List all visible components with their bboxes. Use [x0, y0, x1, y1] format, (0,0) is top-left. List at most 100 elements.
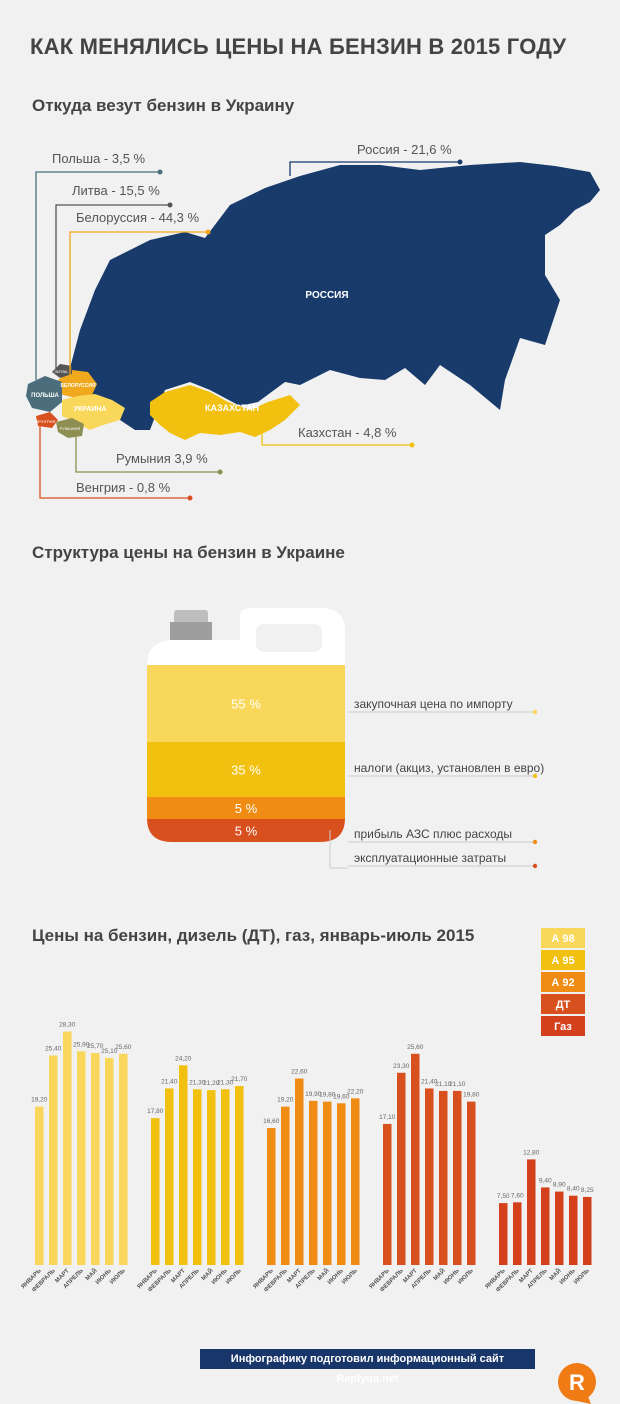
bar-1-0 [151, 1118, 160, 1265]
bar-3-1 [397, 1072, 406, 1265]
bar-3-6 [467, 1101, 476, 1265]
bar-1-5 [221, 1089, 230, 1265]
poland-shape [26, 376, 62, 412]
russia-shape [70, 162, 600, 430]
layer-dot-3 [532, 863, 538, 869]
legend-label-1: А 95 [551, 955, 574, 967]
page-title: КАК МЕНЯЛИСЬ ЦЕНЫ НА БЕНЗИН В 2015 ГОДУ [30, 34, 567, 59]
bar-value-2-1: 19,20 [277, 1097, 294, 1104]
bar-4-6 [583, 1196, 592, 1265]
layer-description-0: закупочная цена по импорту [354, 697, 513, 711]
bar-value-2-4: 19,80 [319, 1092, 336, 1099]
bar-value-3-3: 21,40 [421, 1078, 438, 1085]
bar-4-1 [513, 1202, 522, 1265]
label-kazakhstan: Казхстан - 4,8 % [298, 425, 397, 440]
bar-value-1-0: 17,80 [147, 1108, 164, 1115]
layer-description-2: прибыль АЗС плюс расходы [354, 827, 512, 841]
label-hungary: Венгрия - 0,8 % [76, 480, 171, 495]
belarus-shape [58, 370, 97, 398]
bar-value-1-2: 24,20 [175, 1055, 192, 1062]
ukraine-name: УКРАИНА [74, 406, 107, 413]
bar-0-0 [35, 1106, 44, 1265]
label-belarus: Белоруссия - 44,3 % [76, 210, 199, 225]
bar-value-0-0: 19,20 [31, 1097, 48, 1104]
bar-2-0 [267, 1128, 276, 1265]
belarus-name: БЕЛОРУССИЯ [60, 383, 96, 389]
bar-4-2 [527, 1159, 536, 1265]
layer-dot-2 [532, 839, 538, 845]
chart-heading: Цены на бензин, дизель (ДТ), газ, январь… [32, 926, 475, 945]
layer-dot-0 [532, 709, 538, 715]
label-russia: Россия - 21,6 % [357, 142, 452, 157]
legend-label-3: ДТ [556, 999, 571, 1011]
bar-0-1 [49, 1055, 58, 1265]
bar-value-3-1: 23,30 [393, 1063, 410, 1070]
bar-3-2 [411, 1053, 420, 1265]
bar-value-4-5: 8,40 [567, 1186, 580, 1193]
bar-2-3 [309, 1100, 318, 1265]
bar-0-5 [105, 1057, 114, 1265]
legend-swatch-0 [541, 928, 585, 948]
legend-swatch-3 [541, 994, 585, 1014]
logo-letter: R [569, 1370, 585, 1395]
label-lithuania: Литва - 15,5 % [72, 183, 160, 198]
hungary-name: ВЕНГРИЯ [37, 419, 56, 424]
bar-2-6 [351, 1098, 360, 1265]
bar-value-2-0: 16,60 [263, 1118, 280, 1125]
canister-layer-3 [147, 819, 345, 842]
canister-layer-1 [147, 742, 345, 797]
replyua-logo[interactable]: R [557, 1362, 599, 1404]
price-structure-canister: 55 % закупочная цена по импорту 35 % налоги… [147, 608, 544, 869]
layer-bracket [329, 830, 348, 869]
canister-layer-2 [147, 797, 345, 819]
bar-0-6 [119, 1053, 128, 1265]
canister-cap [174, 610, 208, 624]
bar-4-5 [569, 1195, 578, 1265]
month-label-3-6: ИЮЛЬ [457, 1268, 475, 1286]
bar-value-4-6: 8,25 [581, 1187, 594, 1194]
bar-value-2-2: 22,60 [291, 1069, 308, 1076]
canister-layer-percent-3: 5 % [235, 824, 258, 839]
canister-layer-0 [147, 665, 345, 742]
structure-heading: Структура цены на бензин в Украине [32, 543, 345, 562]
romania-shape [56, 418, 84, 438]
bar-3-3 [425, 1088, 434, 1265]
canister-layer-percent-1: 35 % [231, 763, 261, 778]
bar-2-2 [295, 1078, 304, 1265]
month-label-0-6: ИЮЛЬ [109, 1268, 127, 1286]
bar-0-4 [91, 1052, 100, 1265]
month-label-1-6: ИЮЛЬ [225, 1268, 243, 1286]
bar-value-3-2: 25,60 [407, 1044, 424, 1051]
bar-3-4 [439, 1090, 448, 1265]
bar-value-1-3: 21,30 [189, 1079, 206, 1086]
kazakhstan-name: КАЗАХСТАН [205, 403, 259, 413]
bar-value-0-1: 25,40 [45, 1045, 62, 1052]
month-label-4-6: ИЮЛЬ [573, 1268, 591, 1286]
bar-value-3-5: 21,10 [449, 1081, 466, 1088]
legend-label-0: А 98 [551, 933, 574, 945]
layer-description-3: эксплуатационные затраты [354, 851, 506, 865]
canister-handle-hole [256, 624, 322, 652]
bar-value-2-5: 19,60 [333, 1093, 350, 1100]
poland-name: ПОЛЬША [31, 393, 59, 399]
label-romania: Румыния 3,9 % [116, 451, 208, 466]
bar-2-5 [337, 1103, 346, 1265]
bar-value-4-0: 7,50 [497, 1193, 510, 1200]
bar-4-0 [499, 1203, 508, 1265]
bar-value-1-1: 21,40 [161, 1078, 178, 1085]
canister-neck [170, 622, 212, 640]
bar-value-2-3: 19,90 [305, 1091, 322, 1098]
bar-value-4-2: 12,80 [523, 1149, 540, 1156]
bar-value-0-4: 25,70 [87, 1043, 104, 1050]
label-poland: Польша - 3,5 % [52, 151, 146, 166]
footer-credit: Инфографику подготовил информационный са… [200, 1349, 535, 1385]
bar-value-4-4: 8,90 [553, 1182, 566, 1189]
hungary-shape [36, 412, 58, 428]
month-label-2-6: ИЮЛЬ [341, 1268, 359, 1286]
bar-4-3 [541, 1187, 550, 1265]
russia-name: РОССИЯ [305, 290, 348, 301]
bar-4-4 [555, 1191, 564, 1265]
bar-value-0-2: 28,30 [59, 1022, 76, 1029]
bar-2-1 [281, 1106, 290, 1265]
bar-1-1 [165, 1088, 174, 1265]
